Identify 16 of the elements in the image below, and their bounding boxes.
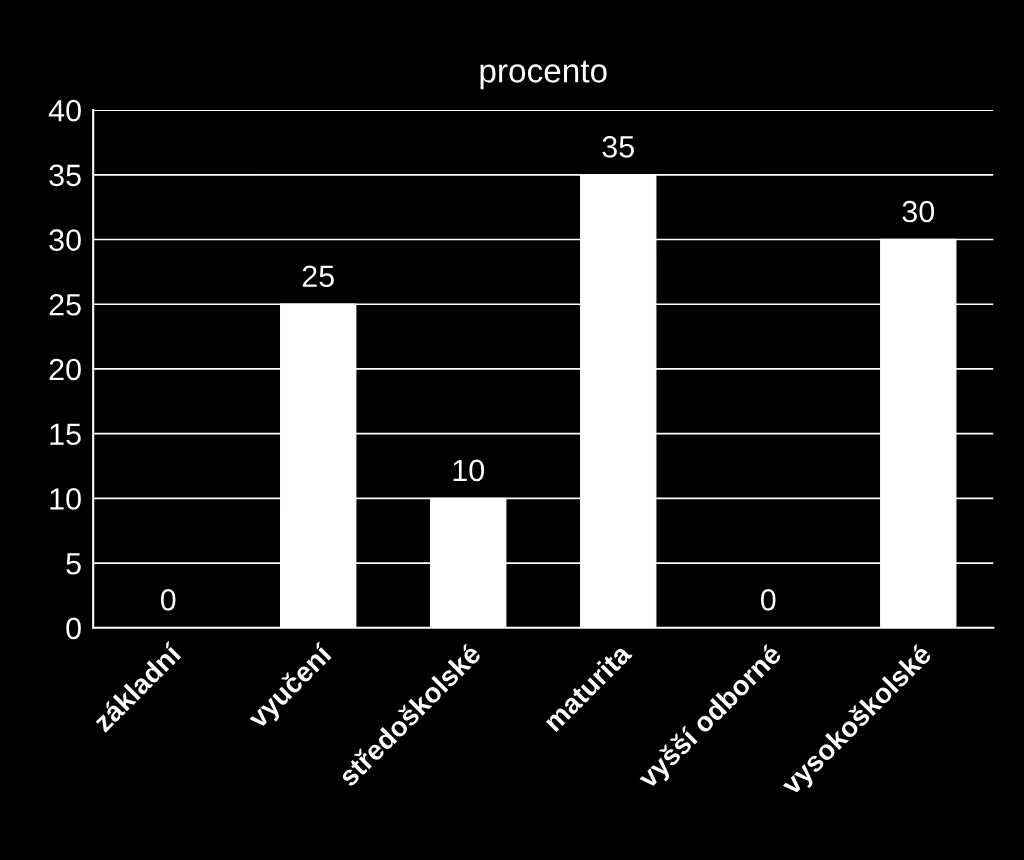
y-tick-label: 30 xyxy=(49,229,81,251)
data-label: 0 xyxy=(760,589,776,611)
y-tick-label: 25 xyxy=(49,293,81,316)
y-tick-label: 40 xyxy=(48,99,81,122)
y-tick-label: 35 xyxy=(49,164,81,187)
chart-title: procento xyxy=(480,60,607,90)
data-label: 35 xyxy=(602,136,634,158)
data-label: 10 xyxy=(453,459,485,482)
y-tick-label: 0 xyxy=(66,617,81,640)
data-label: 25 xyxy=(302,265,334,288)
data-label: 30 xyxy=(902,200,935,223)
y-tick-label: 10 xyxy=(50,488,81,510)
data-label: 0 xyxy=(160,589,176,611)
y-tick-label: 15 xyxy=(50,423,81,446)
y-tick-label: 5 xyxy=(66,553,81,575)
y-tick-label: 20 xyxy=(49,358,81,381)
